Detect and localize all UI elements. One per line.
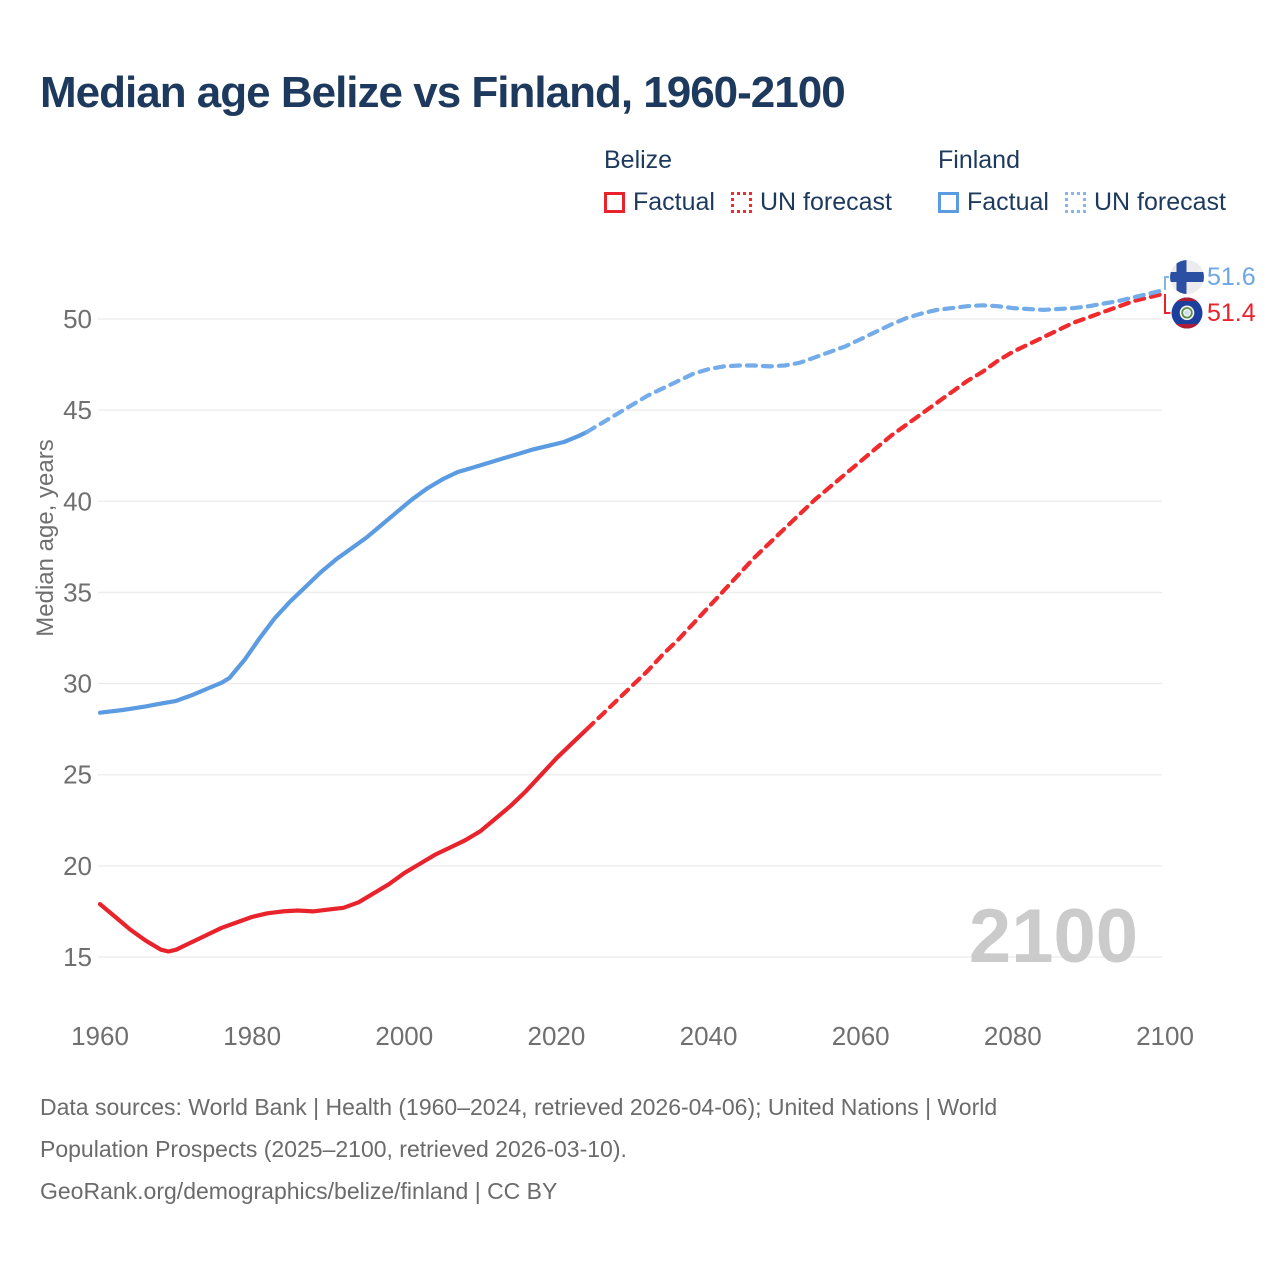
legend-label-belize-forecast: UN forecast bbox=[759, 188, 892, 216]
legend-label-belize-factual: Factual bbox=[633, 188, 715, 216]
series-belize-forecast bbox=[584, 291, 1168, 732]
legend-item-belize-factual[interactable]: Factual bbox=[604, 188, 715, 217]
finland-endpoint-connector bbox=[1164, 276, 1169, 290]
finland-factual-swatch-icon bbox=[938, 192, 959, 213]
legend-items-finland: Factual UN forecast bbox=[938, 188, 1226, 217]
legend-group-finland: Finland Factual UN forecast bbox=[938, 146, 1226, 217]
finland-forecast-swatch-icon bbox=[1064, 192, 1086, 213]
belize-flag-icon bbox=[1171, 297, 1203, 329]
footer-attribution: GeoRank.org/demographics/belize/finland … bbox=[40, 1178, 558, 1204]
y-tick-label-40: 40 bbox=[63, 486, 92, 516]
x-tick-label-2020: 2020 bbox=[528, 1021, 586, 1051]
x-tick-label-2100: 2100 bbox=[1136, 1021, 1194, 1051]
x-tick-label-1960: 1960 bbox=[71, 1021, 129, 1051]
y-tick-label-20: 20 bbox=[63, 851, 92, 881]
legend-item-finland-factual[interactable]: Factual bbox=[938, 188, 1049, 217]
footer: Data sources: World Bank | Health (1960–… bbox=[40, 1086, 997, 1212]
legend-country-finland: Finland bbox=[938, 146, 1020, 174]
chart-title: Median age Belize vs Finland, 1960-2100 bbox=[40, 68, 846, 117]
x-tick-label-2000: 2000 bbox=[375, 1021, 433, 1051]
legend-group-belize: Belize Factual UN forecast bbox=[604, 146, 892, 217]
y-tick-label-50: 50 bbox=[63, 304, 92, 334]
legend-item-finland-forecast[interactable]: UN forecast bbox=[1064, 188, 1226, 217]
belize-factual-swatch-icon bbox=[604, 192, 625, 213]
legend-country-belize: Belize bbox=[604, 146, 673, 174]
x-tick-label-2060: 2060 bbox=[832, 1021, 890, 1051]
y-tick-label-45: 45 bbox=[63, 395, 92, 425]
series-finland-factual bbox=[97, 429, 589, 715]
legend-label-finland-factual: Factual bbox=[967, 188, 1049, 216]
belize-endpoint-connector bbox=[1164, 294, 1171, 314]
belize-forecast-swatch-icon bbox=[730, 192, 752, 213]
finland-flag-icon bbox=[1170, 260, 1204, 294]
gridlines-and-ticks: 15 20 25 30 35 40 45 50 1960 1980 2000 2020 2040 2060… bbox=[63, 304, 1194, 1051]
y-tick-label-15: 15 bbox=[63, 942, 92, 972]
footer-data-sources-line1: Data sources: World Bank | Health (1960–… bbox=[40, 1094, 998, 1120]
footer-data-sources-line2: Population Prospects (2025–2100, retriev… bbox=[40, 1136, 627, 1162]
legend-label-finland-forecast: UN forecast bbox=[1093, 188, 1226, 216]
legend-item-belize-forecast[interactable]: UN forecast bbox=[730, 188, 892, 217]
data-lines bbox=[97, 287, 1168, 954]
y-tick-label-25: 25 bbox=[63, 760, 92, 790]
series-belize-factual bbox=[97, 727, 589, 954]
x-tick-label-2040: 2040 bbox=[680, 1021, 738, 1051]
series-finland-forecast bbox=[584, 287, 1168, 435]
x-tick-label-1980: 1980 bbox=[223, 1021, 281, 1051]
watermark-year: 2100 bbox=[969, 894, 1138, 979]
y-tick-label-30: 30 bbox=[63, 669, 92, 699]
legend-items-belize: Factual UN forecast bbox=[604, 188, 892, 217]
belize-end-value: 51.4 bbox=[1207, 299, 1256, 327]
y-tick-label-35: 35 bbox=[63, 577, 92, 607]
x-tick-label-2080: 2080 bbox=[984, 1021, 1042, 1051]
finland-end-value: 51.6 bbox=[1207, 263, 1256, 291]
